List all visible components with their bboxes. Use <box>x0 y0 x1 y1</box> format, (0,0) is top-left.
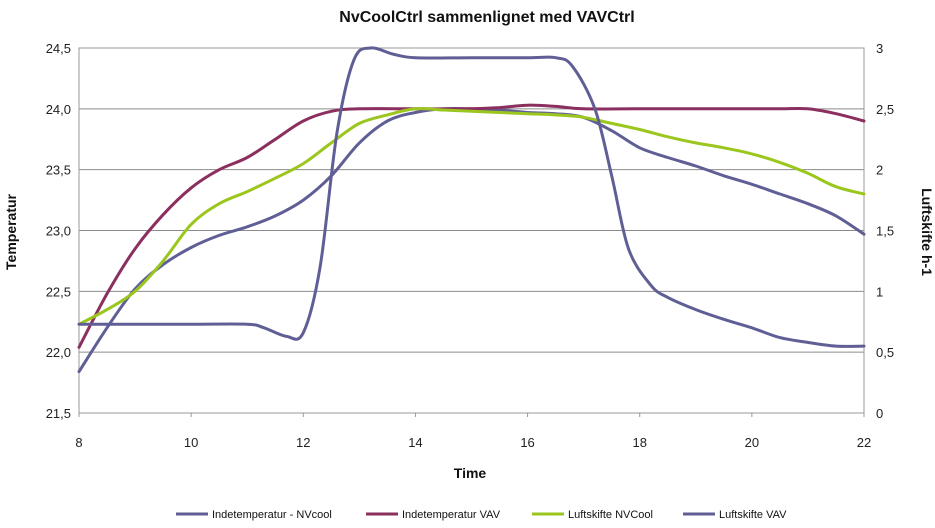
y-left-tick-label: 21,5 <box>46 406 71 421</box>
y-right-tick-label: 1,5 <box>876 224 894 239</box>
y-left-tick-label: 23,5 <box>46 163 71 178</box>
legend-label: Indetemperatur - NVcool <box>212 509 332 521</box>
y-left-axis-ticks: 21,5 22,0 22,5 23,0 23,5 24,0 24,5 <box>46 41 71 421</box>
legend: Indetemperatur - NVcool Indetemperatur VA… <box>176 509 787 521</box>
x-tick-label: 18 <box>632 435 646 450</box>
y-right-tick-label: 2,5 <box>876 102 894 117</box>
x-axis-title: Time <box>454 465 487 481</box>
series-line-2 <box>77 103 866 349</box>
x-tick-label: 14 <box>408 435 422 450</box>
y-right-tick-label: 1 <box>876 284 883 299</box>
y-right-tick-label: 0 <box>876 406 883 421</box>
x-axis-ticks: 8 10 12 14 16 18 20 22 <box>75 413 871 450</box>
series-line-1 <box>77 106 866 374</box>
chart-title: NvCoolCtrl sammenlignet med VAVCtrl <box>339 9 634 26</box>
y-right-tick-label: 2 <box>876 163 883 178</box>
y-right-tick-label: 3 <box>876 41 883 56</box>
y-left-axis-title: Temperatur <box>3 193 19 270</box>
plot-area <box>78 47 865 414</box>
x-tick-label: 22 <box>857 435 871 450</box>
legend-label: Luftskifte NVCool <box>568 509 653 521</box>
series-line-3 <box>77 107 866 326</box>
gridlines <box>79 47 864 414</box>
y-right-axis-ticks: 0 0,5 1 1,5 2 2,5 3 <box>876 41 894 421</box>
y-right-axis-title: Luftskifte h-1 <box>919 188 935 276</box>
x-tick-label: 16 <box>520 435 534 450</box>
y-left-tick-label: 22,0 <box>46 345 71 360</box>
series-line-4 <box>77 46 866 348</box>
legend-label: Luftskifte VAV <box>719 509 787 521</box>
y-left-tick-label: 24,5 <box>46 41 71 56</box>
x-tick-label: 12 <box>296 435 310 450</box>
legend-label: Indetemperatur VAV <box>402 509 501 521</box>
y-right-tick-label: 0,5 <box>876 345 894 360</box>
y-left-tick-label: 23,0 <box>46 224 71 239</box>
x-tick-label: 10 <box>184 435 198 450</box>
y-left-tick-label: 24,0 <box>46 102 71 117</box>
y-left-tick-label: 22,5 <box>46 284 71 299</box>
series-layer <box>77 46 866 374</box>
x-tick-label: 20 <box>745 435 759 450</box>
x-tick-label: 8 <box>75 435 82 450</box>
